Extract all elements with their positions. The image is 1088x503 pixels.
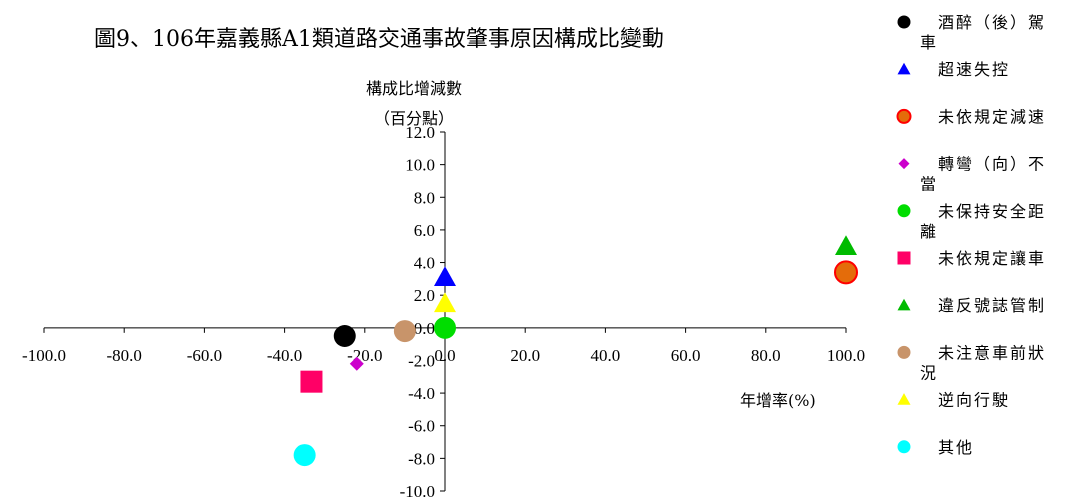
x-tick-label: -40.0 (267, 346, 302, 365)
data-point (834, 260, 858, 285)
legend-label: 轉彎（向）不 (938, 155, 1046, 174)
y-tick-label: 0.0 (414, 319, 435, 338)
legend-label-wrap: 車 (920, 33, 938, 52)
y-axis-label-line2: （百分點） (374, 109, 454, 128)
data-point (393, 320, 416, 343)
legend-marker (897, 204, 911, 218)
data-point (333, 324, 356, 347)
legend-label: 未依規定讓車 (938, 249, 1046, 268)
legend-label-wrap: 離 (920, 222, 938, 241)
legend-marker (897, 298, 911, 311)
x-tick-label: 80.0 (751, 346, 781, 365)
legend-label-wrap: 當 (920, 175, 938, 194)
y-tick-label: -6.0 (408, 417, 435, 436)
legend-marker (897, 440, 911, 454)
y-tick-label: 6.0 (414, 221, 435, 240)
legend-label: 未注意車前狀 (938, 343, 1046, 362)
legend-marker (896, 108, 912, 124)
data-point (293, 444, 316, 467)
data-points (293, 235, 858, 467)
y-tick-label: -2.0 (408, 351, 435, 370)
legend: 酒醉（後）駕車超速失控未依規定減速轉彎（向）不當未保持安全距離未依規定讓車違反號… (896, 13, 1046, 457)
chart-title: 圖9、106年嘉義縣A1類道路交通事故肇事原因構成比變動 (94, 27, 664, 52)
x-tick-label: 0.0 (434, 346, 455, 365)
legend-label: 逆向行駛 (938, 391, 1010, 410)
legend-marker (898, 158, 910, 170)
legend-label: 未保持安全距 (938, 202, 1046, 221)
data-point (349, 356, 364, 371)
legend-marker (897, 15, 911, 29)
legend-label: 違反號誌管制 (938, 296, 1046, 315)
legend-marker (897, 62, 911, 75)
y-tick-label: -10.0 (400, 482, 435, 501)
data-point (434, 266, 456, 287)
x-tick-label: -60.0 (187, 346, 222, 365)
y-tick-label: 4.0 (414, 254, 435, 273)
x-axis-label: 年增率(%) (740, 391, 816, 410)
x-tick-label: -100.0 (22, 346, 66, 365)
legend-label: 其他 (938, 438, 974, 457)
legend-label: 未依規定減速 (938, 107, 1046, 126)
y-tick-label: -8.0 (408, 449, 435, 468)
legend-marker (897, 345, 911, 359)
data-point (434, 292, 456, 313)
legend-marker (897, 251, 911, 265)
y-tick-label: 10.0 (405, 156, 435, 175)
y-tick-label: 2.0 (414, 286, 435, 305)
data-point (434, 316, 456, 339)
x-tick-label: 20.0 (510, 346, 540, 365)
data-point (835, 235, 857, 256)
y-tick-label: 12.0 (405, 123, 435, 142)
y-tick-label: -4.0 (408, 384, 435, 403)
y-tick-label: 8.0 (414, 188, 435, 207)
axes: -100.0 -80.0 -60.0 -40.0 -20.0 0.0 20.0 40.0 60.… (22, 123, 865, 501)
x-tick-label: 40.0 (591, 346, 621, 365)
legend-marker (897, 393, 911, 405)
x-tick-label: -80.0 (106, 346, 141, 365)
x-tick-label: 60.0 (671, 346, 701, 365)
x-tick-label: 100.0 (827, 346, 865, 365)
legend-label-wrap: 況 (920, 363, 938, 382)
legend-label: 超速失控 (938, 60, 1010, 79)
legend-label: 酒醉（後）駕 (938, 13, 1046, 32)
y-axis-label-line1: 構成比增減數 (366, 79, 462, 98)
data-point (300, 370, 323, 393)
